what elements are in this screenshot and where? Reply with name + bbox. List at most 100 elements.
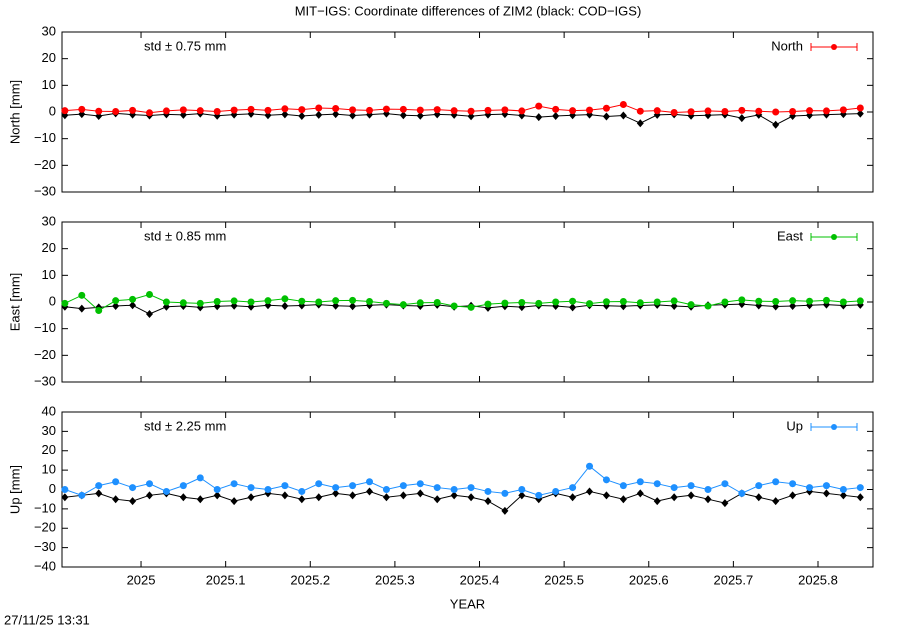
x-tick-label: 2025 [127, 572, 156, 587]
data-point [569, 493, 577, 502]
data-point [450, 491, 458, 500]
y-tick-label: 20 [42, 240, 56, 255]
data-point [332, 297, 340, 305]
legend-label: Up [786, 418, 803, 433]
data-point [552, 105, 560, 113]
annotation: std ± 0.85 mm [144, 228, 226, 243]
y-axis-label: North [mm] [7, 80, 22, 144]
y-tick-label: −20 [34, 157, 56, 172]
data-point [856, 109, 864, 118]
data-point [569, 303, 577, 312]
data-point [196, 299, 204, 307]
data-point [467, 493, 475, 502]
data-point [129, 106, 137, 114]
data-point [247, 493, 255, 502]
data-point [433, 106, 441, 114]
y-tick-label: 10 [42, 77, 56, 92]
data-point [552, 487, 560, 495]
y-tick-label: 20 [42, 442, 56, 457]
y-tick-label: 10 [42, 267, 56, 282]
data-point [112, 302, 120, 310]
data-point [416, 480, 424, 488]
data-point [535, 102, 543, 110]
legend-label: East [777, 228, 803, 243]
data-point [399, 491, 407, 500]
data-point [535, 113, 543, 122]
x-tick-label: 2025.6 [629, 572, 669, 587]
data-point [586, 106, 594, 114]
data-point [196, 107, 204, 115]
data-point [653, 298, 661, 306]
data-point [535, 491, 543, 499]
data-point [806, 107, 814, 115]
data-point [230, 106, 238, 114]
legend-label: North [771, 38, 803, 53]
y-tick-label: 0 [49, 103, 56, 118]
data-point [518, 486, 526, 493]
data-point [61, 486, 69, 493]
data-point [61, 493, 69, 502]
data-point [687, 482, 695, 490]
data-point [145, 491, 153, 500]
timestamp: 27/11/25 13:31 [4, 612, 90, 627]
y-tick-label: 30 [42, 423, 56, 438]
data-point [653, 107, 661, 115]
data-point [569, 107, 577, 115]
data-point [349, 106, 357, 114]
data-point [145, 310, 153, 318]
data-point [602, 112, 610, 121]
y-tick-label: −20 [34, 520, 56, 535]
y-tick-label: −40 [34, 558, 56, 573]
data-point [247, 105, 255, 113]
data-point [382, 486, 390, 493]
x-axis-label: YEAR [450, 596, 485, 611]
data-point [298, 106, 306, 114]
data-point [366, 106, 374, 114]
data-point [501, 489, 509, 497]
data-point [501, 106, 509, 114]
data-point [349, 111, 357, 120]
data-point [704, 486, 712, 493]
data-point [196, 474, 204, 482]
data-point [230, 497, 238, 506]
data-point [602, 298, 610, 306]
data-point [145, 109, 153, 117]
data-point [416, 299, 424, 307]
data-point [129, 497, 137, 506]
data-point [281, 295, 289, 303]
data-point [636, 478, 644, 486]
data-point [281, 491, 289, 500]
data-point [349, 296, 357, 304]
data-point [822, 107, 830, 115]
data-point [552, 298, 560, 306]
x-tick-label: 2025.4 [460, 572, 500, 587]
data-point [213, 297, 221, 305]
data-point [298, 487, 306, 495]
data-point [636, 489, 644, 498]
data-point [179, 110, 187, 119]
y-tick-label: −30 [34, 373, 56, 388]
data-point [484, 106, 492, 114]
data-point [839, 491, 847, 500]
y-tick-label: 20 [42, 50, 56, 65]
data-point [653, 480, 661, 488]
data-point [789, 107, 797, 115]
y-tick-label: −10 [34, 500, 56, 515]
data-point [619, 101, 627, 109]
data-point [484, 487, 492, 495]
data-point [366, 487, 374, 496]
data-point [230, 480, 238, 488]
data-point [839, 486, 847, 493]
data-point [467, 303, 475, 311]
data-point [399, 301, 407, 309]
data-point [789, 480, 797, 488]
y-axis-label: Up [mm] [7, 465, 22, 514]
annotation: std ± 0.75 mm [144, 38, 226, 53]
data-point [670, 109, 678, 117]
x-tick-label: 2025.1 [206, 572, 246, 587]
data-point [450, 486, 458, 493]
data-point [484, 300, 492, 308]
data-point [213, 491, 221, 500]
data-point [450, 302, 458, 310]
data-point [315, 493, 323, 502]
